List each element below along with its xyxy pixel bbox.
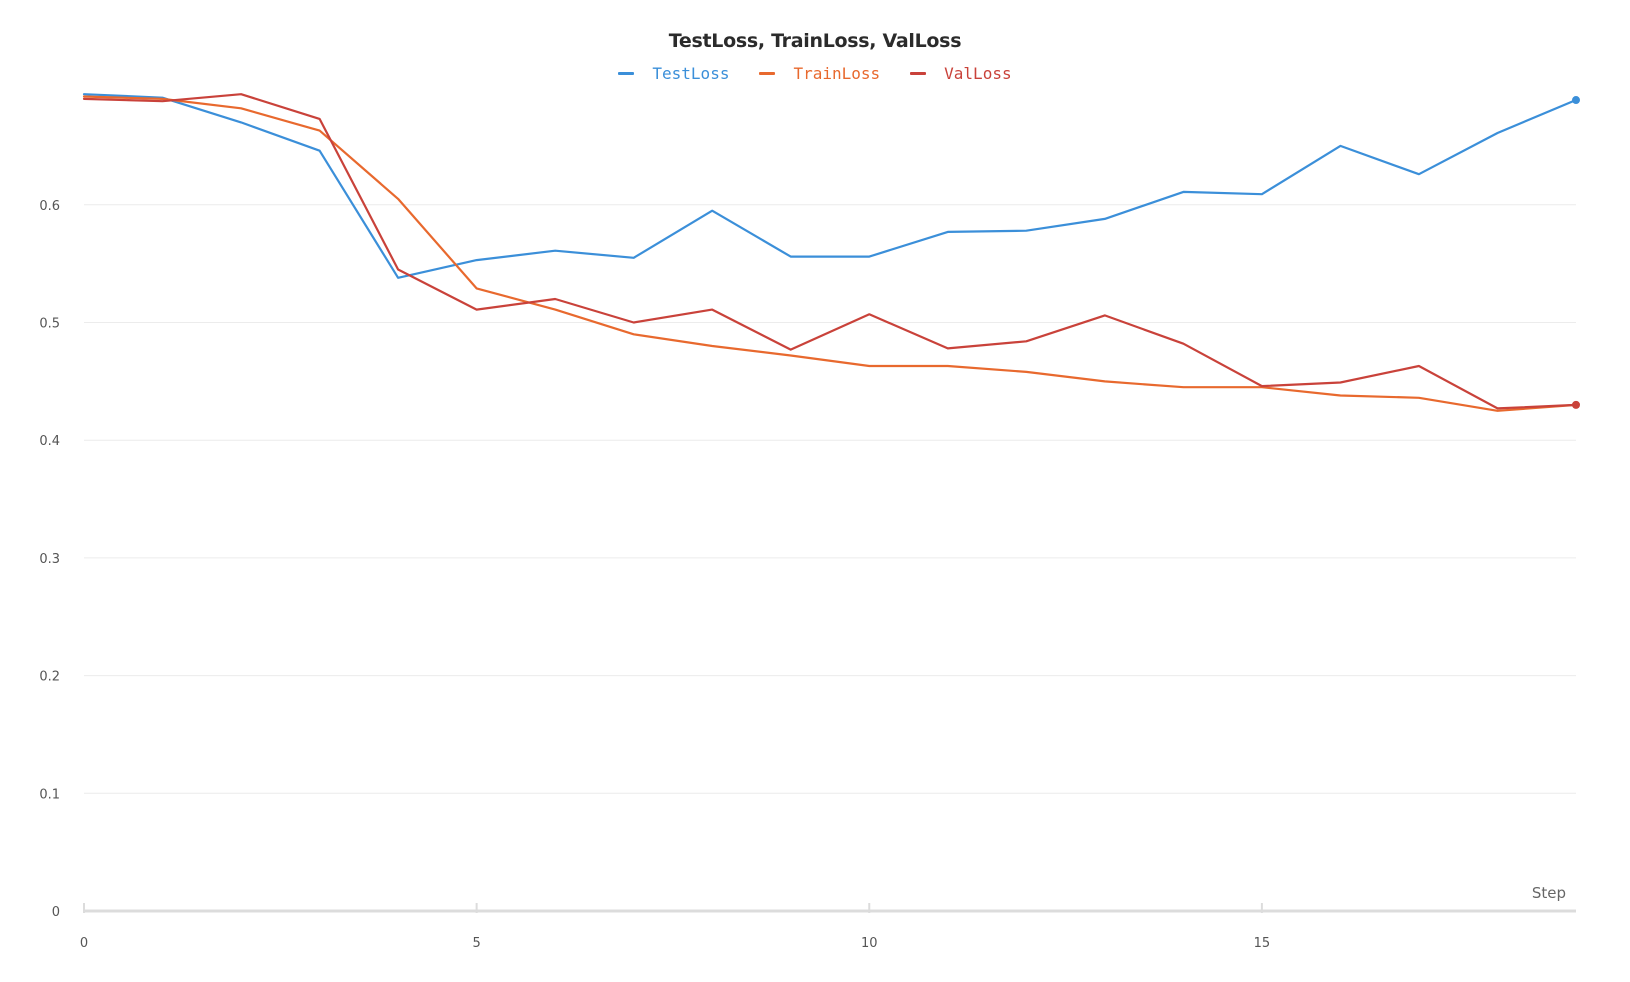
legend-label: ValLoss <box>944 64 1012 83</box>
series-end-point-testloss <box>1572 96 1580 105</box>
y-tick-label: 0 <box>52 905 60 920</box>
legend-swatch <box>759 72 776 75</box>
y-tick-label: 0.3 <box>39 552 60 567</box>
y-tick-label: 0.4 <box>39 434 60 449</box>
x-axis-title: Step <box>1532 884 1566 902</box>
legend-item-valloss[interactable]: ValLoss <box>910 64 1012 83</box>
chart-title: TestLoss, TrainLoss, ValLoss <box>668 30 962 52</box>
series-end-point-valloss <box>1572 400 1580 409</box>
y-tick-label: 0.5 <box>39 317 60 332</box>
legend-swatch <box>618 72 635 75</box>
y-tick-label: 0.1 <box>39 787 60 802</box>
legend: TestLoss TrainLoss ValLoss <box>0 64 1630 83</box>
series-line-valloss[interactable] <box>82 93 1578 410</box>
legend-swatch <box>910 72 927 75</box>
x-tick-label: 10 <box>861 936 878 951</box>
y-tick-label: 0.2 <box>39 670 60 685</box>
legend-item-trainloss[interactable]: TrainLoss <box>759 64 880 83</box>
legend-item-testloss[interactable]: TestLoss <box>618 64 729 83</box>
series-line-testloss[interactable] <box>82 93 1578 279</box>
series-line-trainloss[interactable] <box>82 95 1578 412</box>
x-tick-label: 0 <box>80 936 88 951</box>
x-tick-label: 5 <box>472 936 480 951</box>
legend-label: TrainLoss <box>793 64 881 83</box>
y-tick-label: 0.6 <box>39 199 60 214</box>
x-tick-label: 15 <box>1254 936 1271 951</box>
legend-label: TestLoss <box>652 64 730 83</box>
